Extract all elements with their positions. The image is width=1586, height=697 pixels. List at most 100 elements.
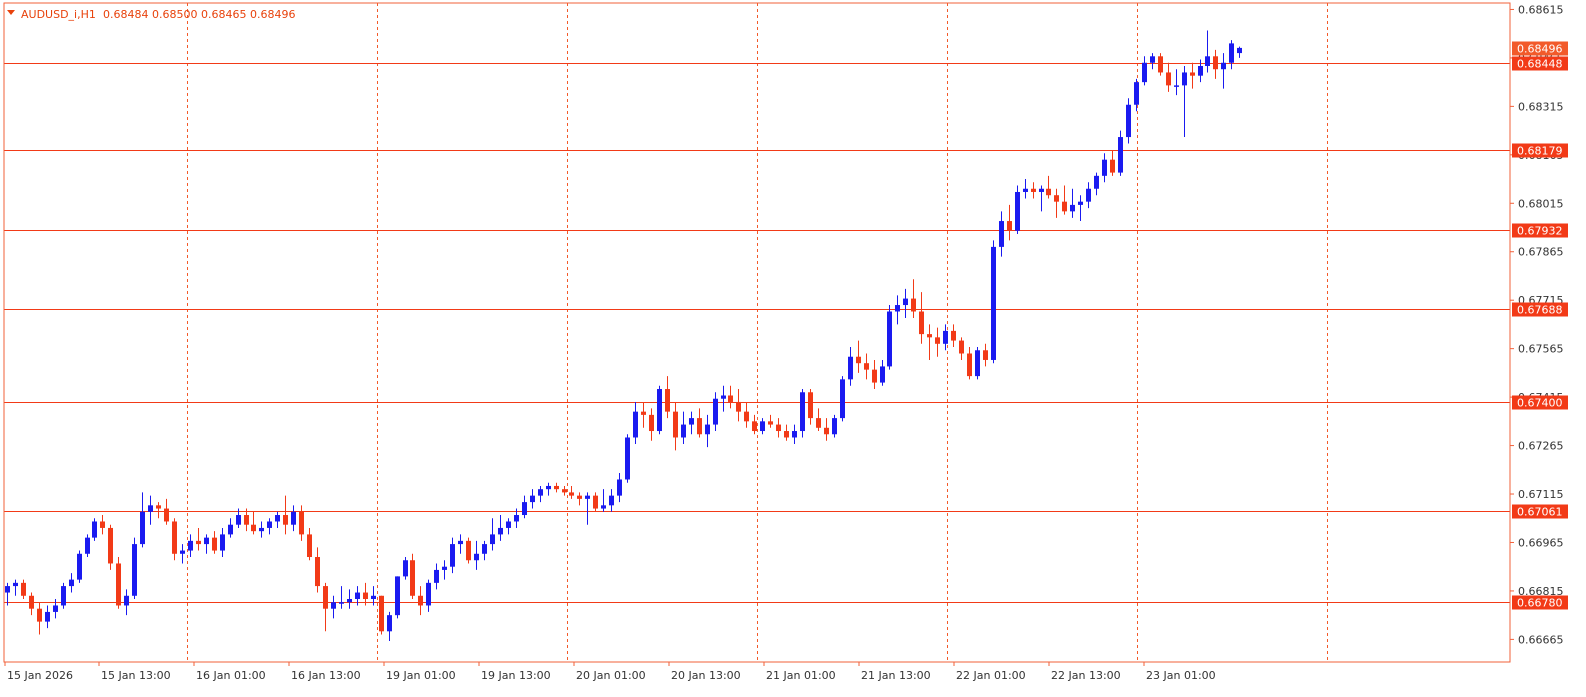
candle[interactable] xyxy=(426,579,431,612)
candle[interactable] xyxy=(562,485,567,496)
candle[interactable] xyxy=(514,508,519,528)
candle[interactable] xyxy=(490,518,495,551)
candle[interactable] xyxy=(601,489,606,512)
candle[interactable] xyxy=(1126,98,1131,144)
candle[interactable] xyxy=(124,589,129,616)
candle[interactable] xyxy=(244,508,249,532)
candle[interactable] xyxy=(395,576,400,619)
symbol-header[interactable]: AUDUSD_i,H1 0.68484 0.68500 0.68465 0.68… xyxy=(7,8,295,21)
candle[interactable] xyxy=(251,511,256,535)
candle[interactable] xyxy=(236,508,241,528)
candle[interactable] xyxy=(1031,182,1036,199)
candle[interactable] xyxy=(768,414,773,428)
candle[interactable] xyxy=(85,534,90,558)
candle[interactable] xyxy=(625,434,630,483)
candle[interactable] xyxy=(1134,78,1139,112)
candle[interactable] xyxy=(228,518,233,538)
candle[interactable] xyxy=(1198,59,1203,83)
candle[interactable] xyxy=(482,540,487,561)
candle[interactable] xyxy=(355,586,360,606)
candle[interactable] xyxy=(140,492,145,548)
candle[interactable] xyxy=(554,482,559,493)
candle[interactable] xyxy=(1070,188,1075,218)
candle[interactable] xyxy=(832,414,837,438)
candle[interactable] xyxy=(474,540,479,570)
candle[interactable] xyxy=(116,557,121,609)
candle[interactable] xyxy=(77,550,82,583)
candle[interactable] xyxy=(887,305,892,370)
candle[interactable] xyxy=(911,279,916,318)
candle[interactable] xyxy=(283,495,288,535)
candle[interactable] xyxy=(816,408,821,432)
candle[interactable] xyxy=(1221,53,1226,89)
candle[interactable] xyxy=(69,573,74,593)
candle[interactable] xyxy=(1078,195,1083,222)
candle[interactable] xyxy=(61,582,66,609)
candle[interactable] xyxy=(903,288,908,318)
candle[interactable] xyxy=(728,385,733,409)
candle[interactable] xyxy=(1213,49,1218,79)
candle[interactable] xyxy=(339,586,344,609)
candle[interactable] xyxy=(840,376,845,422)
candle[interactable] xyxy=(633,401,638,444)
candle[interactable] xyxy=(864,353,869,380)
candle[interactable] xyxy=(1062,185,1067,215)
candle[interactable] xyxy=(21,579,26,600)
candle[interactable] xyxy=(1182,65,1187,138)
candle[interactable] xyxy=(53,599,58,619)
candle[interactable] xyxy=(299,505,304,541)
candle[interactable] xyxy=(609,489,614,512)
candle[interactable] xyxy=(641,401,646,428)
candle[interactable] xyxy=(92,518,97,541)
candle[interactable] xyxy=(1237,46,1242,58)
candle[interactable] xyxy=(824,418,829,441)
candle[interactable] xyxy=(657,385,662,435)
candle[interactable] xyxy=(259,521,264,538)
candle[interactable] xyxy=(220,527,225,558)
candle[interactable] xyxy=(5,582,10,606)
candle[interactable] xyxy=(856,340,861,373)
candle[interactable] xyxy=(848,347,853,386)
candle[interactable] xyxy=(1086,182,1091,209)
candle[interactable] xyxy=(792,424,797,444)
candle[interactable] xyxy=(442,560,447,580)
candle[interactable] xyxy=(538,485,543,503)
candle[interactable] xyxy=(148,495,153,525)
candle[interactable] xyxy=(379,595,384,635)
candle[interactable] xyxy=(1102,153,1107,183)
candle[interactable] xyxy=(721,385,726,412)
candle[interactable] xyxy=(927,324,932,360)
candle[interactable] xyxy=(935,327,940,357)
candle[interactable] xyxy=(1229,40,1234,70)
candle[interactable] xyxy=(196,527,201,551)
candle[interactable] xyxy=(1205,30,1210,73)
candle[interactable] xyxy=(37,602,42,635)
candle[interactable] xyxy=(784,424,789,441)
candle[interactable] xyxy=(1118,130,1123,176)
candle[interactable] xyxy=(585,492,590,525)
candle[interactable] xyxy=(323,582,328,632)
candle[interactable] xyxy=(808,389,813,425)
candle[interactable] xyxy=(347,589,352,609)
candle[interactable] xyxy=(363,582,368,606)
candle[interactable] xyxy=(180,544,185,564)
candle[interactable] xyxy=(744,401,749,428)
candle[interactable] xyxy=(1039,185,1044,212)
candle[interactable] xyxy=(800,389,805,438)
candle[interactable] xyxy=(593,492,598,512)
candle[interactable] xyxy=(1174,69,1179,96)
candle[interactable] xyxy=(673,401,678,451)
candle[interactable] xyxy=(546,482,551,496)
candle[interactable] xyxy=(371,586,376,606)
candle[interactable] xyxy=(736,389,741,422)
candle[interactable] xyxy=(434,563,439,590)
candle[interactable] xyxy=(1094,172,1099,196)
candle[interactable] xyxy=(1158,53,1163,76)
candle[interactable] xyxy=(617,473,622,503)
candle[interactable] xyxy=(29,592,34,616)
candles-layer[interactable] xyxy=(5,30,1242,642)
candle[interactable] xyxy=(919,292,924,344)
candle[interactable] xyxy=(458,534,463,554)
candle[interactable] xyxy=(569,485,574,499)
